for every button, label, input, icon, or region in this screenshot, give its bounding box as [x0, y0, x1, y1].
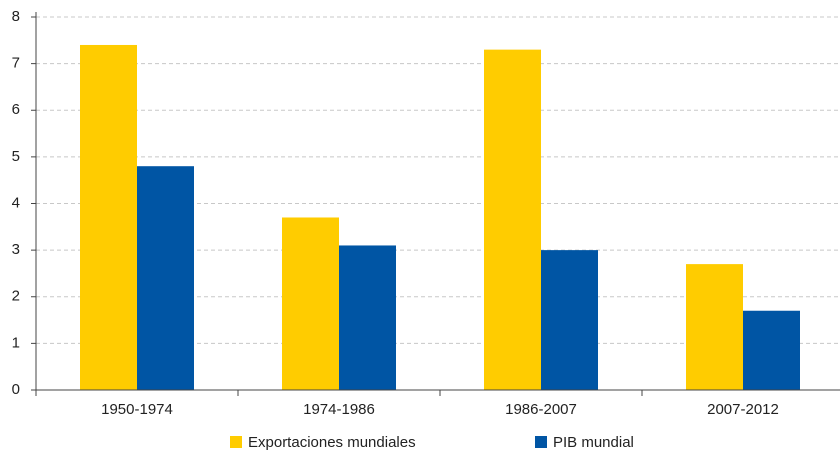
bar [137, 166, 194, 390]
bar [743, 310, 800, 390]
bar [339, 245, 396, 390]
y-tick-label: 3 [12, 241, 20, 258]
y-tick-label: 2 [12, 288, 20, 305]
bar [541, 250, 598, 390]
x-tick-label: 1974-1986 [303, 401, 375, 418]
y-tick-label: 8 [12, 8, 20, 25]
y-tick-label: 1 [12, 334, 20, 351]
y-tick-label: 6 [12, 101, 20, 118]
y-tick-label: 4 [12, 194, 20, 211]
x-tick-label: 2007-2012 [707, 401, 779, 418]
legend-swatch [535, 436, 547, 448]
legend-swatch [230, 436, 242, 448]
bar [80, 44, 137, 390]
y-tick-label: 5 [12, 148, 20, 165]
bar [282, 217, 339, 390]
bar [686, 264, 743, 390]
x-tick-label: 1986-2007 [505, 401, 577, 418]
y-tick-label: 0 [12, 381, 20, 398]
x-tick-label: 1950-1974 [101, 401, 173, 418]
bar [484, 49, 541, 390]
y-tick-label: 7 [12, 55, 20, 72]
legend-label: Exportaciones mundiales [248, 434, 416, 451]
legend-label: PIB mundial [553, 434, 634, 451]
